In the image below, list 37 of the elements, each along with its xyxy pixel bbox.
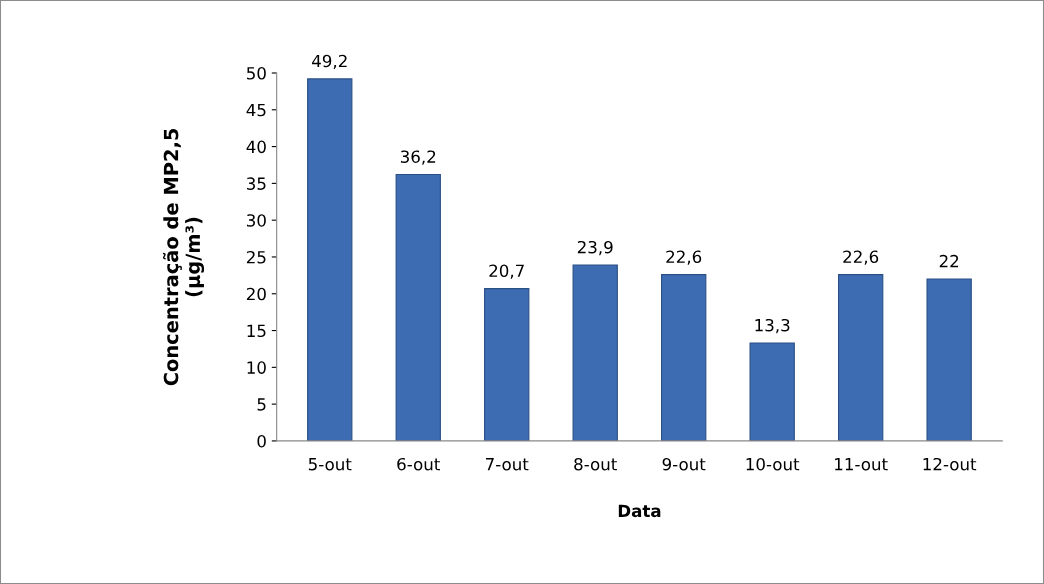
x-tick-label: 9-out — [662, 457, 706, 471]
bar — [749, 342, 795, 441]
x-tick-label: 10-out — [746, 457, 800, 471]
y-axis-title: Concentração de MP2,5 (µg/m³) — [162, 128, 205, 386]
y-tick-label: 30 — [247, 214, 266, 227]
x-axis-title: Data — [618, 504, 661, 518]
data-label: 20,7 — [489, 264, 524, 279]
data-label: 23,9 — [577, 240, 613, 256]
y-tick-label: 20 — [246, 287, 266, 301]
bar — [484, 288, 530, 441]
x-tick-label: 12-out — [923, 457, 977, 471]
bar — [572, 264, 618, 441]
x-tick-label: 5-out — [308, 458, 352, 471]
data-label: 13,3 — [755, 318, 790, 334]
bar — [837, 274, 884, 441]
y-tick-label: 5 — [257, 398, 266, 411]
y-tick-label: 0 — [257, 434, 266, 448]
x-tick-label: 8-out — [574, 457, 617, 471]
y-tick-label: 25 — [246, 250, 266, 264]
x-tick-label: 7-out — [485, 458, 529, 471]
x-tick-label: 11-out — [835, 458, 888, 471]
bar — [926, 278, 972, 441]
y-tick-label: 45 — [246, 103, 266, 117]
data-label: 49,2 — [312, 54, 347, 70]
bar — [661, 274, 707, 441]
data-label: 22 — [939, 254, 959, 268]
x-tick-label: 6-out — [397, 457, 440, 471]
y-tick-label: 15 — [247, 324, 266, 338]
data-label: 36,2 — [400, 150, 436, 165]
y-tick-label: 50 — [247, 66, 266, 80]
y-tick-label: 40 — [246, 140, 266, 154]
y-tick-label: 10 — [247, 361, 266, 374]
bar — [395, 173, 441, 441]
bar — [307, 78, 353, 441]
y-tick-label: 35 — [247, 177, 266, 190]
data-label: 22,6 — [843, 250, 879, 265]
data-label: 22,6 — [666, 250, 702, 265]
